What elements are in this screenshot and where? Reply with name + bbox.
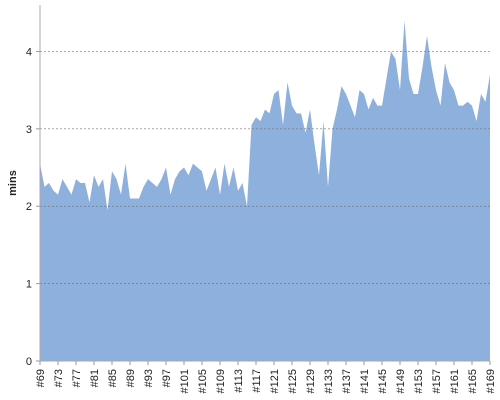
x-tick-label: #121 xyxy=(269,369,281,393)
x-tick-label: #141 xyxy=(359,369,371,393)
x-tick-label: #69 xyxy=(35,369,47,387)
x-tick-label: #133 xyxy=(323,369,335,393)
x-tick-label: #113 xyxy=(233,369,245,393)
x-tick-label: #137 xyxy=(341,369,353,393)
x-tick-label: #109 xyxy=(215,369,227,393)
x-tick-label: #165 xyxy=(467,369,479,393)
x-tick-label: #73 xyxy=(53,369,65,387)
x-tick-label: #125 xyxy=(287,369,299,393)
x-tick-label: #97 xyxy=(161,369,173,387)
x-tick-label: #153 xyxy=(413,369,425,393)
x-tick-label: #129 xyxy=(305,369,317,393)
x-tick-label: #169 xyxy=(485,369,497,393)
x-tick-label: #149 xyxy=(395,369,407,393)
y-tick-label: 1 xyxy=(26,279,32,291)
area xyxy=(40,20,490,361)
x-tick-label: #101 xyxy=(179,369,191,393)
x-tick-label: #145 xyxy=(377,369,389,393)
y-tick-label: 2 xyxy=(26,201,32,213)
x-tick-label: #89 xyxy=(125,369,137,387)
x-tick-label: #81 xyxy=(89,369,101,387)
x-tick-label: #93 xyxy=(143,369,155,387)
x-tick-label: #117 xyxy=(251,369,263,393)
y-tick-label: 4 xyxy=(26,46,32,58)
y-tick-label: 0 xyxy=(26,356,32,368)
x-tick-label: #157 xyxy=(431,369,443,393)
y-axis-label: mins xyxy=(7,170,19,196)
x-tick-label: #77 xyxy=(71,369,83,387)
x-tick-label: #105 xyxy=(197,369,209,393)
y-tick-label: 3 xyxy=(26,124,32,136)
x-tick-label: #85 xyxy=(107,369,119,387)
x-tick-label: #161 xyxy=(449,369,461,393)
